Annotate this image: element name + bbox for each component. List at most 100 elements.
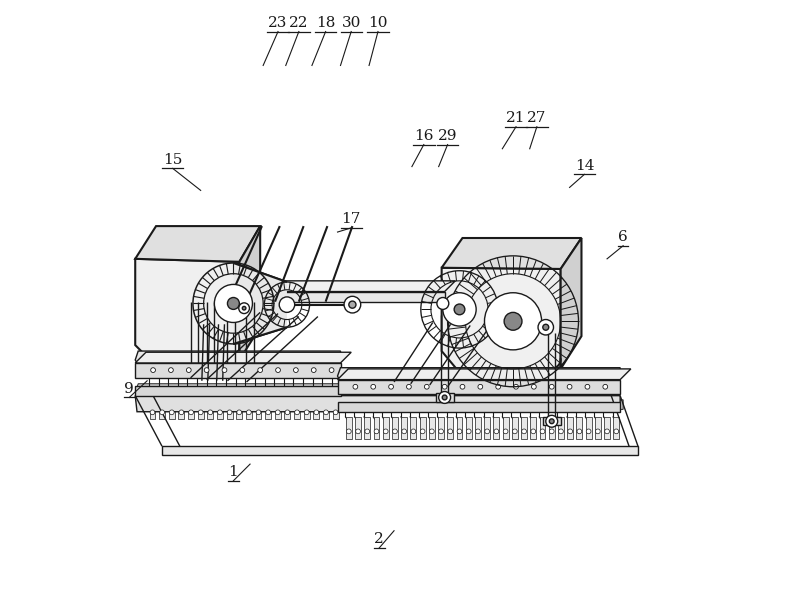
Circle shape — [494, 429, 498, 434]
Polygon shape — [135, 363, 341, 378]
Circle shape — [514, 384, 518, 389]
Circle shape — [546, 415, 558, 427]
Circle shape — [304, 410, 309, 415]
Circle shape — [353, 384, 358, 389]
Polygon shape — [162, 446, 638, 455]
Polygon shape — [512, 416, 518, 439]
Circle shape — [276, 368, 281, 372]
Polygon shape — [567, 416, 573, 439]
Text: 29: 29 — [438, 129, 458, 143]
Polygon shape — [442, 238, 582, 269]
Circle shape — [150, 368, 155, 372]
Circle shape — [242, 306, 246, 310]
Polygon shape — [207, 399, 214, 419]
Circle shape — [285, 410, 290, 415]
Text: 10: 10 — [368, 15, 388, 30]
Polygon shape — [577, 416, 582, 439]
Circle shape — [258, 368, 262, 372]
Polygon shape — [135, 351, 341, 363]
Circle shape — [227, 410, 232, 415]
Polygon shape — [442, 268, 561, 369]
Circle shape — [475, 429, 480, 434]
Text: 27: 27 — [527, 111, 546, 125]
Polygon shape — [198, 399, 204, 419]
Circle shape — [531, 429, 536, 434]
Polygon shape — [246, 399, 252, 419]
Polygon shape — [355, 416, 361, 439]
Polygon shape — [530, 416, 536, 439]
Circle shape — [504, 312, 522, 330]
Circle shape — [246, 410, 251, 415]
Text: 9: 9 — [125, 381, 134, 396]
Circle shape — [438, 392, 450, 403]
Polygon shape — [265, 399, 271, 419]
Text: 21: 21 — [506, 111, 526, 125]
Circle shape — [595, 429, 600, 434]
Text: 18: 18 — [316, 15, 335, 30]
Polygon shape — [374, 416, 379, 439]
Circle shape — [218, 410, 222, 415]
Polygon shape — [304, 399, 310, 419]
Circle shape — [420, 429, 425, 434]
Polygon shape — [604, 416, 610, 439]
Circle shape — [294, 410, 299, 415]
Text: 23: 23 — [268, 15, 288, 30]
Circle shape — [424, 384, 429, 389]
Text: 14: 14 — [574, 158, 594, 173]
Circle shape — [238, 303, 250, 314]
Polygon shape — [521, 416, 527, 439]
Text: 30: 30 — [342, 15, 361, 30]
Circle shape — [227, 298, 239, 309]
Polygon shape — [246, 292, 445, 302]
Circle shape — [214, 284, 253, 322]
Polygon shape — [586, 416, 591, 439]
Circle shape — [186, 368, 191, 372]
Circle shape — [614, 429, 618, 434]
Polygon shape — [217, 399, 223, 419]
Polygon shape — [338, 369, 631, 380]
Circle shape — [460, 384, 465, 389]
Circle shape — [457, 429, 462, 434]
Polygon shape — [188, 399, 194, 419]
Polygon shape — [346, 416, 352, 439]
Polygon shape — [561, 238, 582, 369]
Polygon shape — [466, 416, 472, 439]
Circle shape — [438, 429, 443, 434]
Polygon shape — [549, 416, 554, 439]
Polygon shape — [392, 416, 398, 439]
Circle shape — [496, 384, 501, 389]
Circle shape — [538, 320, 554, 335]
Polygon shape — [236, 399, 242, 419]
Circle shape — [522, 429, 526, 434]
Circle shape — [406, 384, 411, 389]
Polygon shape — [285, 399, 290, 419]
Circle shape — [503, 429, 508, 434]
Circle shape — [150, 410, 155, 415]
Circle shape — [170, 410, 174, 415]
Circle shape — [513, 429, 518, 434]
Circle shape — [365, 429, 370, 434]
Circle shape — [240, 368, 245, 372]
Text: 1: 1 — [229, 465, 238, 479]
Polygon shape — [135, 396, 620, 412]
Polygon shape — [539, 416, 546, 439]
Polygon shape — [135, 386, 341, 396]
Circle shape — [344, 296, 361, 313]
Polygon shape — [135, 259, 239, 360]
Polygon shape — [338, 368, 620, 380]
Polygon shape — [226, 399, 233, 419]
Polygon shape — [135, 226, 260, 262]
Text: 22: 22 — [289, 15, 309, 30]
Text: 2: 2 — [374, 532, 384, 546]
Circle shape — [222, 368, 227, 372]
Circle shape — [189, 410, 194, 415]
Circle shape — [334, 410, 338, 415]
Circle shape — [169, 368, 174, 372]
Polygon shape — [178, 399, 184, 419]
Polygon shape — [135, 384, 341, 393]
Circle shape — [443, 293, 476, 326]
Circle shape — [383, 429, 388, 434]
Circle shape — [485, 293, 542, 350]
Polygon shape — [323, 399, 329, 419]
Polygon shape — [614, 416, 619, 439]
